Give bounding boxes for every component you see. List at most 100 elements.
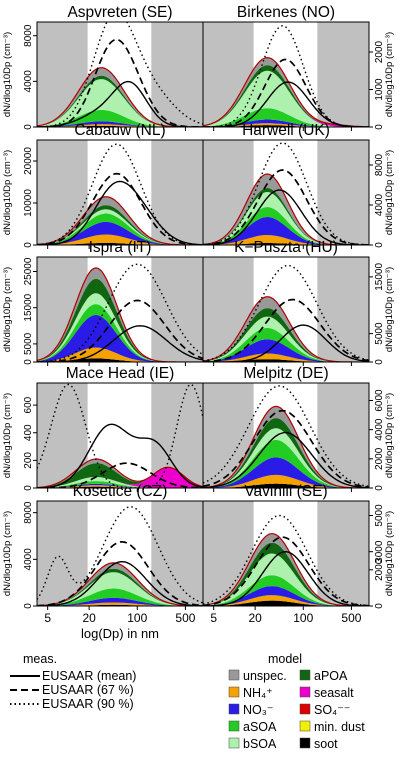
- meas-p90-line: [37, 506, 203, 604]
- plot-area: [37, 263, 203, 362]
- model-area-NH4: [203, 474, 369, 488]
- legend-label: min. dust: [314, 720, 365, 734]
- y-tick-label: 600: [23, 396, 34, 413]
- grey-range: [151, 501, 203, 606]
- legend-swatch: [228, 720, 240, 732]
- panel-frame: [202, 139, 370, 246]
- meas-p67-line: [37, 172, 203, 245]
- meas-p67-line: [37, 299, 203, 362]
- y-axis-label: dN/dlog10Dp (cm⁻³): [2, 32, 13, 117]
- y-tick-label: 8000: [23, 24, 34, 47]
- model-area-aSOA: [203, 207, 369, 245]
- model-area-NH4: [203, 595, 369, 606]
- model-total-line: [37, 458, 203, 488]
- legend-label: SO₄⁻⁻: [314, 703, 350, 717]
- y-tick-label: 0: [374, 485, 385, 491]
- panel-title: Birkenes (NO): [237, 4, 335, 21]
- y-tick-label: 4000: [23, 548, 34, 571]
- y-tick-label: 4000: [374, 418, 385, 441]
- y-tick-label: 0: [374, 603, 385, 609]
- panel-title: Aspvreten (SE): [67, 4, 172, 21]
- x-tick-label: 20: [82, 611, 96, 625]
- x-tick-label: 5: [44, 611, 51, 625]
- meas-p90-line: [37, 263, 203, 362]
- legend-swatch: [228, 669, 240, 681]
- plot-area: [203, 25, 369, 127]
- model-area-NH4: [203, 123, 369, 127]
- x-tick-label: 500: [175, 611, 195, 625]
- model-total-line: [203, 533, 369, 606]
- model-area-NO3: [203, 339, 369, 362]
- x-tick-label: 100: [127, 611, 147, 625]
- legend-swatch: [228, 686, 240, 698]
- meas-mean-line: [203, 431, 369, 488]
- panel-4: Ispra (IT) 0 5000 15000 25000 dN/dlog10Dp (cm…: [2, 239, 204, 366]
- y-tick-label: 15000: [374, 263, 385, 291]
- legend-label: seasalt: [314, 686, 354, 700]
- y-axis-label: dN/dlog10Dp (cm⁻³): [384, 511, 395, 596]
- meas-p67-line: [203, 169, 369, 245]
- legend-label: EUSAAR (90 %): [42, 697, 134, 711]
- model-area-unspec: [37, 196, 203, 245]
- legend-label: aPOA: [314, 669, 348, 683]
- model-area-NH4: [37, 347, 203, 362]
- legend-swatch: [228, 737, 240, 749]
- x-tick-label: 500: [341, 611, 361, 625]
- y-tick-label: 2000: [374, 447, 385, 470]
- legend-swatch: [299, 737, 311, 749]
- panel-title: Harwell (UK): [242, 122, 330, 139]
- y-tick-label: 200: [23, 452, 34, 469]
- y-tick-label: 4000: [23, 70, 34, 93]
- grey-range: [151, 257, 203, 362]
- y-tick-label: 10000: [23, 189, 34, 217]
- plot-area: [203, 264, 369, 362]
- legend-label: EUSAAR (mean): [42, 669, 136, 683]
- y-axis-label: dN/dlog10Dp (cm⁻³): [384, 32, 395, 117]
- meas-p67-line: [203, 536, 369, 606]
- y-tick-label: 400: [23, 424, 34, 441]
- model-area-NO3: [203, 217, 369, 245]
- y-tick-label: 0: [23, 485, 34, 491]
- panel-5: K−Puszta (HU) 0 5000 15000 dN/dlog10Dp (cm⁻³…: [202, 239, 395, 366]
- y-tick-label: 5000: [374, 504, 385, 527]
- meas-p67-line: [203, 298, 369, 362]
- model-total-line: [203, 405, 369, 488]
- meas-p90-line: [37, 383, 203, 488]
- legend-label: NH₄⁺: [243, 686, 273, 700]
- model-area-bSOA: [37, 293, 203, 362]
- model-area-aSOA: [203, 575, 369, 606]
- model-area-bSOA: [37, 79, 203, 127]
- y-tick-label: 6000: [374, 389, 385, 412]
- plot-area: [203, 142, 369, 245]
- panel-0: Aspvreten (SE) 0 4000 8000 dN/dlog10Dp (cm⁻³…: [2, 4, 204, 131]
- legend-label: NO₃⁻: [243, 703, 273, 717]
- y-axis-label: dN/dlog10Dp (cm⁻³): [384, 267, 395, 352]
- meas-mean-line: [37, 560, 203, 606]
- model-area-NH4: [37, 124, 203, 127]
- model-area-NO3: [37, 221, 203, 245]
- meas-p67-line: [37, 540, 203, 606]
- grey-range: [317, 383, 369, 488]
- model-area-NO3: [203, 119, 369, 127]
- model-area-soot: [203, 600, 369, 606]
- model-area-aPOA: [203, 65, 369, 127]
- panel-title: Cabauw (NL): [74, 122, 165, 139]
- panel-title: Melpitz (DE): [243, 365, 328, 382]
- y-axis-label: dN/dlog10Dp (cm⁻³): [2, 511, 13, 596]
- legend-label: soot: [314, 737, 338, 751]
- meas-mean-line: [203, 81, 369, 127]
- model-area-aPOA: [37, 278, 203, 362]
- panel-title: Vavihill (SE): [244, 483, 327, 500]
- meas-mean-line: [37, 423, 203, 488]
- x-tick-label: 20: [248, 611, 262, 625]
- meas-p90-line: [203, 264, 369, 362]
- panel-frame: [202, 256, 370, 363]
- y-axis-label: dN/dlog10Dp (cm⁻³): [384, 150, 395, 235]
- model-area-NO3: [37, 597, 203, 606]
- model-area-NO3: [37, 121, 203, 127]
- y-tick-label: 0: [23, 359, 34, 365]
- grey-range: [317, 257, 369, 362]
- y-tick-label: 0: [23, 603, 34, 609]
- y-tick-label: 4000: [374, 193, 385, 216]
- meas-mean-line: [203, 189, 369, 245]
